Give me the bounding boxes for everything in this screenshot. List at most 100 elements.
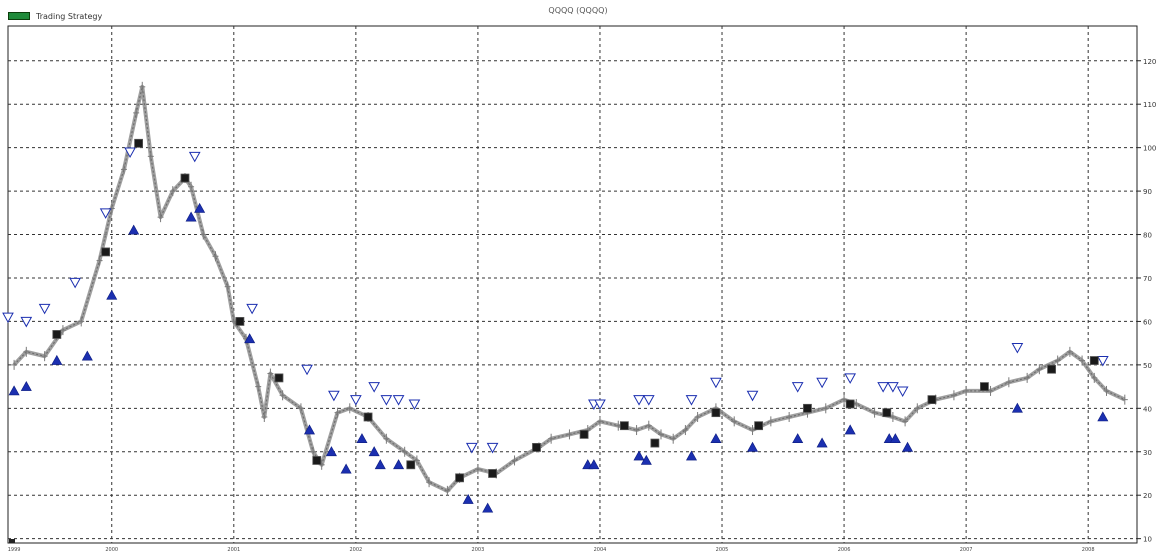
legend-swatch [8,12,30,20]
sell-marker [99,208,112,219]
buy-marker [20,380,32,391]
y-tick-label: 40 [1143,405,1152,413]
y-tick-label: 100 [1143,145,1156,153]
sell-marker [69,277,81,289]
sell-marker [188,151,201,163]
exit-marker [579,429,589,439]
buy-marker [244,333,256,344]
sell-marker [392,395,405,406]
sell-marker [2,312,14,324]
sell-marker [594,399,606,411]
x-tick-label: 2000 [105,547,118,553]
sell-marker [380,395,393,406]
exit-marker [406,460,416,470]
exit-marker [927,395,937,405]
chart-title: QQQQ (QQQQ) [548,6,608,15]
exit-marker [101,247,111,257]
legend-label: Trading Strategy [36,11,103,21]
legend: Trading Strategy [8,10,102,22]
buy-marker [185,211,197,222]
exit-marker [980,382,989,391]
buy-marker [81,350,93,361]
buy-marker [194,202,206,213]
buy-marker [462,493,474,504]
sell-marker [124,147,136,159]
sell-marker [368,382,381,393]
sell-marker [791,382,804,393]
x-tick-label: 2006 [838,547,851,553]
x-tick-label: 2002 [349,547,362,553]
buy-marker [128,224,140,235]
buy-marker [368,446,380,457]
buy-marker [8,385,20,396]
exit-marker [312,456,322,465]
sell-marker [710,377,722,389]
exit-marker [134,138,143,148]
buy-marker [1011,402,1023,413]
buy-marker [588,459,600,470]
exit-marker [180,173,190,183]
exit-marker [488,469,497,478]
exit-marker [754,421,764,431]
sell-marker [642,395,655,406]
buy-marker [792,433,804,444]
buy-marker [889,433,901,444]
buy-marker [393,459,405,470]
x-tick-label: 2001 [227,547,240,553]
corner-marker [9,539,15,543]
buy-marker [303,424,315,435]
exit-marker [274,373,284,383]
x-tick-label: 2007 [960,547,973,553]
sell-marker [887,382,899,393]
buy-marker [482,502,494,513]
y-tick-label: 120 [1143,58,1156,66]
buy-marker [340,463,352,474]
y-tick-label: 110 [1143,101,1156,109]
exit-marker [532,443,541,452]
buy-marker [640,454,652,465]
buy-marker [844,424,856,435]
sell-marker [301,364,313,376]
buy-marker [710,433,722,444]
sell-marker [38,303,51,315]
sell-marker [844,373,857,384]
exit-marker [1047,364,1056,374]
y-tick-label: 80 [1143,232,1152,240]
y-tick-label: 70 [1143,275,1152,283]
sell-marker [1011,342,1024,354]
exit-marker [619,421,629,431]
buy-marker [747,441,759,452]
sell-marker [746,390,759,402]
exit-marker [711,408,721,418]
y-tick-label: 60 [1143,318,1152,326]
sell-marker [816,377,828,389]
exit-marker [803,403,812,413]
sell-marker [20,316,33,328]
buy-marker [816,437,828,448]
sell-marker [328,390,340,402]
buy-marker [106,289,118,300]
buy-marker [633,450,645,461]
x-tick-label: 2003 [472,547,485,553]
sell-marker [1096,356,1109,367]
buy-marker [685,450,698,461]
sell-marker [877,382,889,393]
plot-frame [7,25,1138,544]
x-tick-label: 2004 [594,547,607,553]
x-tick-label: 2008 [1082,547,1095,553]
sell-marker [350,395,362,406]
sell-marker [633,395,645,406]
buy-marker [356,433,368,444]
exit-marker [650,438,660,448]
buy-marker [902,441,914,452]
sell-marker [486,442,499,454]
buy-marker [325,446,337,457]
exit-marker [845,399,855,409]
exit-marker [1089,356,1099,365]
exit-marker [455,473,465,483]
sell-marker [685,395,698,406]
buy-marker [374,459,386,470]
y-tick-label: 10 [1143,536,1152,544]
buy-marker [51,354,63,365]
